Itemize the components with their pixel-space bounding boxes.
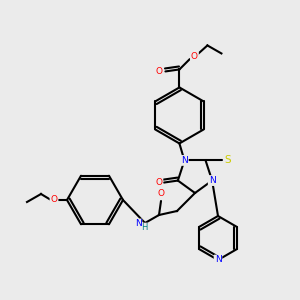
Text: O: O [155,178,162,187]
Text: N: N [181,156,188,165]
Text: H: H [141,224,147,232]
Text: S: S [224,155,231,165]
Text: O: O [156,67,163,76]
Text: N: N [209,176,215,185]
Text: O: O [50,196,58,205]
Text: O: O [191,52,198,61]
Text: N: N [214,256,221,265]
Text: O: O [158,190,164,199]
Text: N: N [135,220,141,229]
